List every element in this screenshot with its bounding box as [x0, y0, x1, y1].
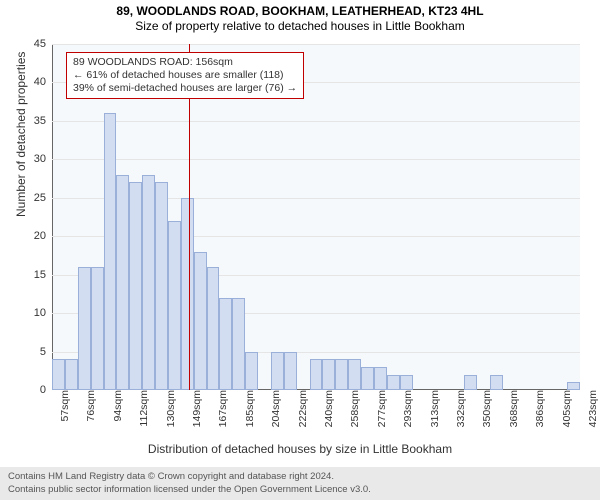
histogram-bar: [91, 267, 104, 390]
x-tick-label: 423sqm: [583, 390, 599, 427]
x-tick-label: 204sqm: [266, 390, 282, 427]
histogram-bar: [361, 367, 374, 390]
histogram-bar: [400, 375, 413, 390]
annotation-line3: 39% of semi-detached houses are larger (…: [73, 82, 297, 95]
y-tick-label: 40: [34, 76, 52, 88]
histogram-bar: [348, 359, 361, 390]
x-tick-label: 167sqm: [213, 390, 229, 427]
y-axis-label: Number of detached properties: [14, 52, 28, 217]
x-tick-label: 222sqm: [293, 390, 309, 427]
x-tick-label: 350sqm: [477, 390, 493, 427]
x-tick-label: 386sqm: [530, 390, 546, 427]
x-tick-label: 240sqm: [319, 390, 335, 427]
y-tick-label: 15: [34, 269, 52, 281]
x-tick-label: 293sqm: [398, 390, 414, 427]
page-subtitle: Size of property relative to detached ho…: [0, 18, 600, 35]
y-tick-label: 0: [40, 384, 52, 396]
grid-line: [52, 44, 580, 45]
y-tick-label: 20: [34, 230, 52, 242]
x-axis-label: Distribution of detached houses by size …: [0, 442, 600, 456]
x-tick-label: 57sqm: [55, 390, 71, 422]
histogram-bar: [245, 352, 258, 390]
histogram-bar: [219, 298, 232, 390]
x-tick-label: 313sqm: [425, 390, 441, 427]
histogram-bar: [310, 359, 323, 390]
histogram-bar: [194, 252, 207, 390]
x-tick-label: 405sqm: [557, 390, 573, 427]
x-tick-label: 368sqm: [504, 390, 520, 427]
histogram-bar: [207, 267, 220, 390]
y-tick-label: 10: [34, 307, 52, 319]
x-tick-label: 130sqm: [161, 390, 177, 427]
histogram-bar: [104, 113, 117, 390]
histogram-bar: [335, 359, 348, 390]
x-tick-label: 76sqm: [81, 390, 97, 422]
histogram-bar: [464, 375, 477, 390]
histogram-bar: [116, 175, 129, 390]
chart-plot-area: 051015202530354045 57sqm76sqm94sqm112sqm…: [52, 44, 580, 390]
histogram-bar: [322, 359, 335, 390]
histogram-bar: [181, 198, 194, 390]
y-tick-label: 5: [40, 346, 52, 358]
y-tick-label: 25: [34, 192, 52, 204]
y-tick-label: 35: [34, 115, 52, 127]
histogram-bar: [374, 367, 387, 390]
x-tick-label: 258sqm: [345, 390, 361, 427]
y-tick-label: 45: [34, 38, 52, 50]
chart-container: 89, WOODLANDS ROAD, BOOKHAM, LEATHERHEAD…: [0, 0, 600, 500]
histogram-bar: [78, 267, 91, 390]
x-tick-label: 332sqm: [451, 390, 467, 427]
annotation-box: 89 WOODLANDS ROAD: 156sqm ← 61% of detac…: [66, 52, 304, 99]
footer: Contains HM Land Registry data © Crown c…: [0, 467, 600, 500]
annotation-line1: 89 WOODLANDS ROAD: 156sqm: [73, 56, 297, 69]
x-tick-label: 94sqm: [108, 390, 124, 422]
histogram-bar: [65, 359, 78, 390]
histogram-bar: [155, 182, 168, 390]
histogram-bar: [284, 352, 297, 390]
histogram-bar: [129, 182, 142, 390]
page-title: 89, WOODLANDS ROAD, BOOKHAM, LEATHERHEAD…: [0, 0, 600, 18]
annotation-line2: ← 61% of detached houses are smaller (11…: [73, 69, 297, 82]
histogram-bar: [271, 352, 284, 390]
grid-line: [52, 121, 580, 122]
footer-line1: Contains HM Land Registry data © Crown c…: [8, 471, 592, 483]
histogram-bar: [567, 382, 580, 390]
histogram-bar: [168, 221, 181, 390]
y-tick-label: 30: [34, 153, 52, 165]
histogram-bar: [232, 298, 245, 390]
grid-line: [52, 159, 580, 160]
histogram-bar: [52, 359, 65, 390]
x-tick-label: 185sqm: [240, 390, 256, 427]
x-tick-label: 112sqm: [134, 390, 150, 427]
footer-line2: Contains public sector information licen…: [8, 484, 592, 496]
histogram-bar: [142, 175, 155, 390]
histogram-bar: [490, 375, 503, 390]
x-tick-label: 277sqm: [372, 390, 388, 427]
x-tick-label: 149sqm: [187, 390, 203, 427]
histogram-bar: [387, 375, 400, 390]
